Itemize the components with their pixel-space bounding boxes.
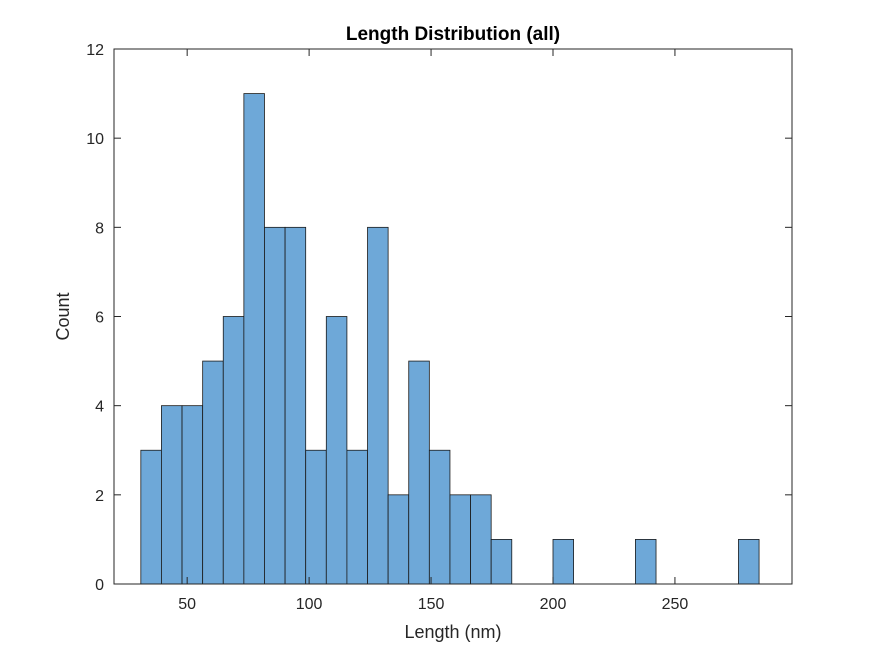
histogram-bar [284,226,307,585]
x-tick-label: 250 [662,596,689,613]
histogram-bar [428,449,451,585]
y-tick-label: 0 [95,577,104,594]
histogram-bar [264,226,286,585]
histogram-bar [490,539,513,585]
y-tick-label: 4 [95,399,104,416]
histogram-bar [408,360,430,585]
y-tick-label: 8 [95,220,104,237]
y-tick-label: 2 [95,488,104,505]
chart-title: Length Distribution (all) [346,24,560,45]
x-tick-label: 50 [178,596,196,613]
histogram-bar [202,360,224,585]
histogram-bar [140,449,162,585]
histogram-bar [552,539,575,585]
bars-group [140,93,760,585]
histogram-bar [346,449,368,585]
x-axis-ticks: 50 100 150 200 250 [178,49,688,613]
histogram-bar [161,405,183,585]
y-tick-label: 10 [86,131,104,148]
histogram-bar [387,494,410,585]
x-axis-label: Length (nm) [404,622,501,642]
x-tick-label: 150 [418,596,445,613]
y-tick-label: 12 [86,42,104,59]
histogram-bar [635,539,657,585]
histogram-bar [305,449,327,585]
y-tick-label: 6 [95,310,104,327]
histogram-bar [470,494,492,585]
histogram-bar [738,539,760,585]
x-tick-label: 200 [540,596,567,613]
histogram-bar [449,494,471,585]
y-axis-ticks: 0 2 4 6 8 10 12 [86,42,792,594]
histogram-bar [222,316,245,585]
x-tick-label: 100 [296,596,323,613]
histogram-bar [243,93,265,585]
histogram-bar [181,405,204,585]
histogram-bar [367,226,389,585]
y-axis-label: Count [53,292,73,340]
histogram-bar [325,316,348,585]
